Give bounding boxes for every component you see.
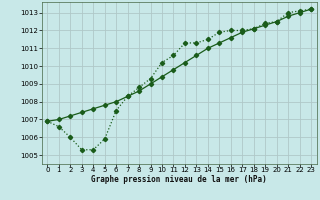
X-axis label: Graphe pression niveau de la mer (hPa): Graphe pression niveau de la mer (hPa) [91,175,267,184]
